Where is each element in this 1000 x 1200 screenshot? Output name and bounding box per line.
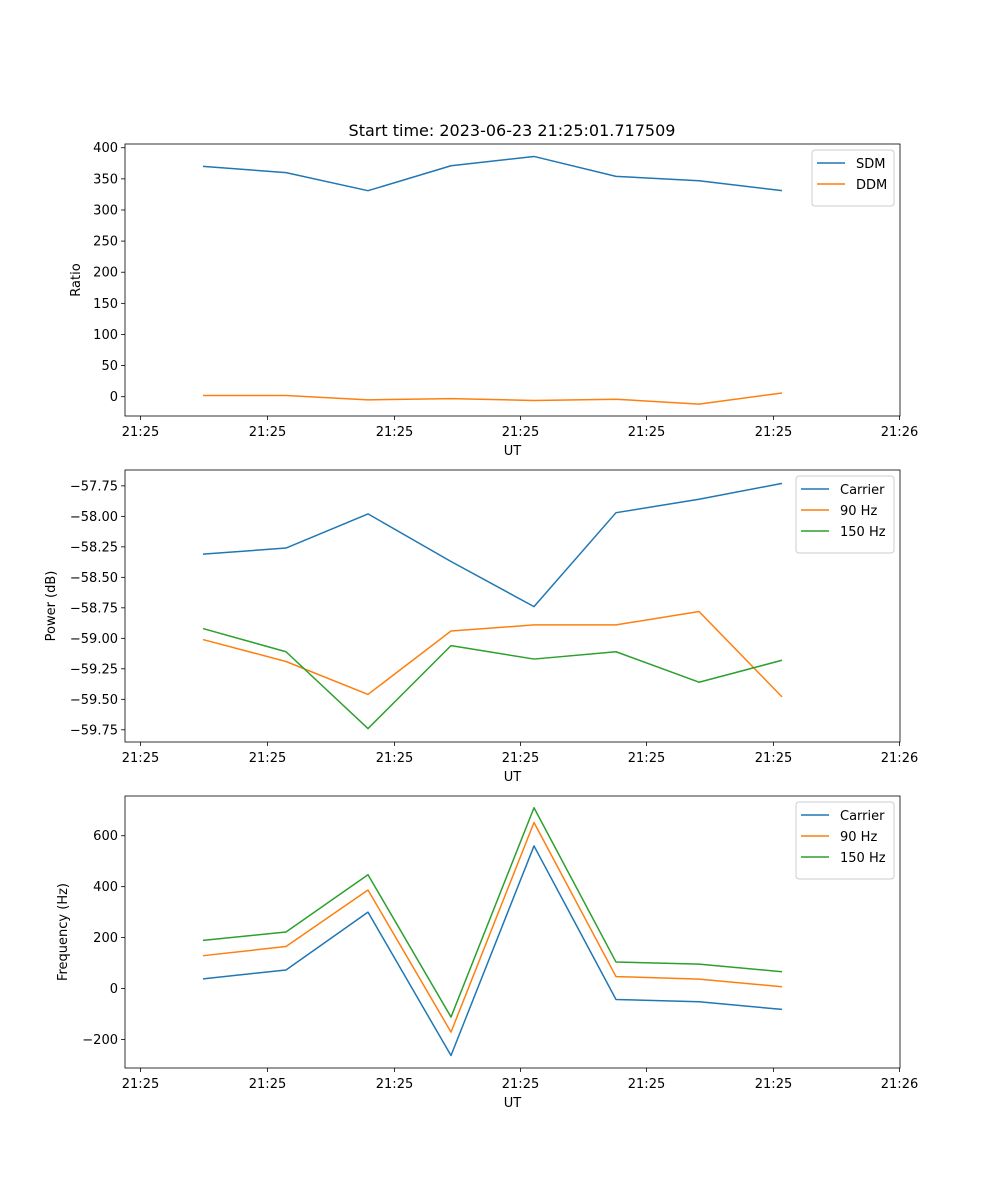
x-tick-label: 21:25 bbox=[249, 425, 286, 440]
legend-entry: SDM bbox=[856, 157, 885, 172]
legend-entry: 90 Hz bbox=[840, 830, 877, 845]
x-axis-label: UT bbox=[504, 770, 522, 785]
y-tick-label: 250 bbox=[93, 235, 118, 250]
y-tick-label: −59.75 bbox=[70, 723, 118, 738]
legend-entry: 90 Hz bbox=[840, 504, 877, 519]
plot-frame bbox=[124, 469, 901, 743]
x-axis-label: UT bbox=[504, 1096, 522, 1111]
series-line-90-hz bbox=[202, 821, 783, 1033]
x-tick-label: 21:25 bbox=[755, 425, 792, 440]
subplot-3: −200 0 200 400 600 21:25 21:25 21:25 21:25 21:25 2… bbox=[56, 795, 918, 1111]
legend: Carrier 90 Hz 150 Hz bbox=[795, 801, 895, 880]
x-tick-label: 21:25 bbox=[628, 751, 665, 766]
y-tick-label: 200 bbox=[93, 931, 118, 946]
x-tick-label: 21:26 bbox=[881, 1077, 918, 1092]
y-tick-label: −58.00 bbox=[70, 510, 118, 525]
x-tick-label: 21:25 bbox=[249, 751, 286, 766]
y-axis-label: Power (dB) bbox=[44, 571, 59, 642]
series-line-ddm bbox=[203, 392, 783, 405]
series-line-carrier bbox=[202, 845, 783, 1057]
y-tick-label: 350 bbox=[93, 172, 118, 187]
x-tick-label: 21:25 bbox=[249, 1077, 286, 1092]
series-line-sdm bbox=[202, 155, 783, 192]
legend-box bbox=[795, 475, 895, 554]
y-tick-label: −58.25 bbox=[70, 540, 118, 555]
y-tick-label: 0 bbox=[110, 982, 118, 997]
legend: SDM DDM bbox=[811, 149, 895, 207]
legend-entry: 150 Hz bbox=[840, 525, 886, 540]
y-tick-label: 300 bbox=[93, 203, 118, 218]
y-tick-label: 400 bbox=[93, 880, 118, 895]
x-tick-label: 21:25 bbox=[628, 1077, 665, 1092]
x-tick-label: 21:25 bbox=[122, 1077, 159, 1092]
x-tick-label: 21:25 bbox=[502, 751, 539, 766]
x-tick-label: 21:25 bbox=[502, 1077, 539, 1092]
x-tick-label: 21:25 bbox=[376, 751, 413, 766]
y-tick-label: 200 bbox=[93, 266, 118, 281]
x-tick-label: 21:25 bbox=[376, 425, 413, 440]
series-line-carrier bbox=[202, 482, 783, 608]
x-tick-label: 21:26 bbox=[881, 425, 918, 440]
x-tick-label: 21:25 bbox=[755, 751, 792, 766]
y-tick-label: −58.50 bbox=[70, 571, 118, 586]
y-tick-label: 0 bbox=[110, 390, 118, 405]
y-tick-label: −59.25 bbox=[70, 662, 118, 677]
y-tick-label: −200 bbox=[82, 1033, 118, 1048]
y-tick-label: −58.75 bbox=[70, 601, 118, 616]
plot-frame bbox=[124, 143, 901, 417]
legend-entry: 150 Hz bbox=[840, 851, 886, 866]
y-tick-label: 600 bbox=[93, 829, 118, 844]
legend-entry: DDM bbox=[856, 178, 887, 193]
x-tick-label: 21:25 bbox=[122, 425, 159, 440]
y-tick-label: 150 bbox=[93, 297, 118, 312]
y-axis-label: Frequency (Hz) bbox=[56, 883, 71, 981]
x-tick-label: 21:25 bbox=[502, 425, 539, 440]
x-tick-label: 21:25 bbox=[122, 751, 159, 766]
legend: Carrier 90 Hz 150 Hz bbox=[795, 475, 895, 554]
y-tick-label: 50 bbox=[101, 359, 118, 374]
subplot-2: −59.75 −59.50 −59.25 −59.00 −58.75 −58.50 −58.… bbox=[44, 469, 918, 785]
x-tick-label: 21:25 bbox=[755, 1077, 792, 1092]
x-tick-label: 21:25 bbox=[376, 1077, 413, 1092]
subplot-1: 0 50 100 150 200 250 300 350 400 21:25 21:25 21:25 2… bbox=[69, 141, 918, 459]
legend-box bbox=[811, 149, 895, 207]
y-tick-label: −57.75 bbox=[70, 479, 118, 494]
series-line-150-hz bbox=[202, 806, 783, 1018]
y-tick-label: 400 bbox=[93, 141, 118, 156]
x-tick-label: 21:25 bbox=[628, 425, 665, 440]
x-tick-label: 21:26 bbox=[881, 751, 918, 766]
chart-title: Start time: 2023-06-23 21:25:01.717509 bbox=[349, 121, 676, 140]
y-tick-label: 100 bbox=[93, 328, 118, 343]
y-axis-label: Ratio bbox=[69, 263, 84, 296]
y-tick-label: −59.00 bbox=[70, 632, 118, 647]
legend-entry: Carrier bbox=[840, 809, 885, 824]
legend-entry: Carrier bbox=[840, 483, 885, 498]
series-line-150-hz bbox=[202, 627, 783, 730]
plot-frame bbox=[124, 795, 901, 1069]
series-line-90-hz bbox=[202, 610, 783, 698]
y-tick-label: −59.50 bbox=[70, 693, 118, 708]
x-axis-label: UT bbox=[504, 444, 522, 459]
legend-box bbox=[795, 801, 895, 880]
